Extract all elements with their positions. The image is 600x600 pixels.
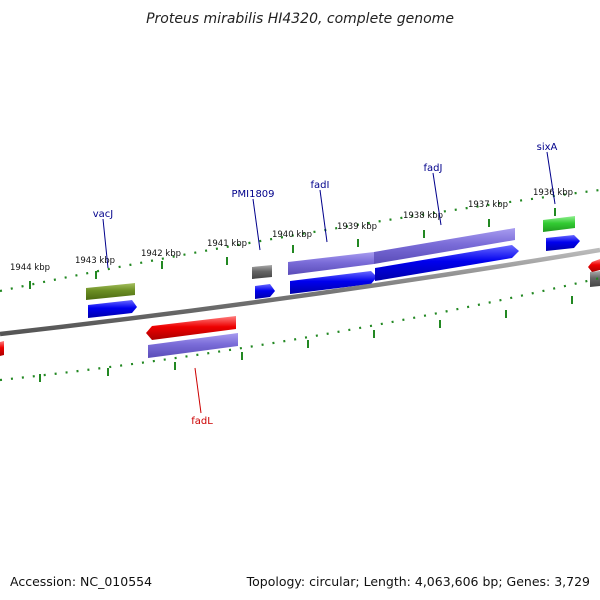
gene-edge-cog[interactable] <box>590 271 600 287</box>
genome-summary-text: Topology: circular; Length: 4,063,606 bp… <box>246 574 590 589</box>
gene-label-fadJ[interactable]: fadJ <box>424 163 443 174</box>
reverse-gene-edge-right[interactable] <box>588 259 600 272</box>
reverse-gene-edge-left[interactable] <box>0 341 4 356</box>
genome-backbone <box>0 247 600 337</box>
gene-sixA-cog[interactable] <box>543 216 575 232</box>
map-title: Proteus mirabilis HI4320, complete genom… <box>146 11 454 27</box>
reverse-gene-track <box>0 259 600 358</box>
leader-line-pmi1809 <box>252 198 261 251</box>
gene-label-fadL[interactable]: fadL <box>191 416 213 427</box>
leader-line-fadJ <box>432 172 442 226</box>
gene-label-vacJ[interactable]: vacJ <box>93 209 114 220</box>
cds-fadL-arrow[interactable] <box>146 316 236 340</box>
tick-label: 1943 kbp <box>75 256 115 266</box>
cds-fadI-arrow[interactable] <box>290 271 377 294</box>
gene-fadI-cog[interactable] <box>288 252 374 275</box>
leader-line-fadI <box>319 189 328 243</box>
inner-tick-ring <box>0 276 600 382</box>
outer-tick-ring <box>0 188 600 293</box>
cds-vacJ-arrow[interactable] <box>88 300 137 318</box>
cds-fadJ-arrow[interactable] <box>375 245 519 281</box>
cds-pmi1809-arrow[interactable] <box>255 284 275 299</box>
inner-major-ticks <box>39 296 573 382</box>
leader-line-sixA <box>546 151 556 205</box>
tick-label: 1937 kbp <box>468 200 508 210</box>
gene-label-pmi1809[interactable]: PMI1809 <box>231 189 274 200</box>
tick-label: 1940 kbp <box>272 230 312 240</box>
tick-label: 1938 kbp <box>403 211 443 221</box>
cds-sixA-arrow[interactable] <box>546 235 580 251</box>
tick-label: 1942 kbp <box>141 249 181 259</box>
forward-cog-band <box>86 216 600 300</box>
tick-label: 1941 kbp <box>207 239 247 249</box>
leader-line-fadL <box>194 367 202 414</box>
tick-label: 1944 kbp <box>10 263 50 273</box>
gene-vacJ-cog[interactable] <box>86 283 135 300</box>
gene-label-sixA[interactable]: sixA <box>537 142 558 153</box>
gene-fadJ-cog[interactable] <box>374 228 515 264</box>
gene-labels: vacJ PMI1809 fadI fadJ sixA fadL <box>93 142 558 427</box>
outer-major-ticks <box>29 208 556 289</box>
accession-text: Accession: NC_010554 <box>10 574 152 589</box>
gene-fadL-cog[interactable] <box>148 333 238 358</box>
tick-label: 1939 kbp <box>337 222 377 232</box>
gene-label-fadI[interactable]: fadI <box>311 180 330 191</box>
gene-pmi1809-cog[interactable] <box>252 265 272 279</box>
forward-cds-track <box>88 235 580 318</box>
leader-line-vacJ <box>102 218 109 269</box>
